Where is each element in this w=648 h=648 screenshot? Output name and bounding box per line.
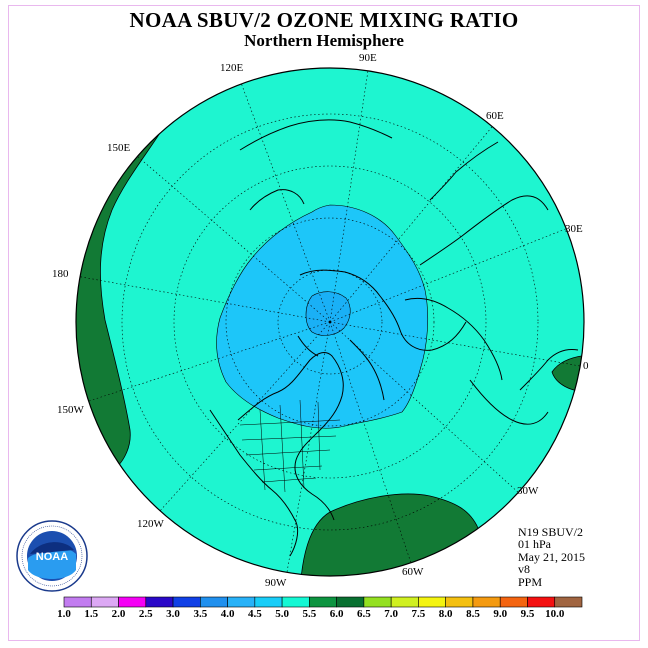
- us-state-lines: [239, 399, 341, 493]
- colorbar-label: 7.5: [411, 608, 426, 620]
- info-date: May 21, 2015: [518, 549, 585, 564]
- lon-label-90e: 90E: [359, 52, 377, 64]
- colorbar-label: 4.5: [247, 608, 262, 620]
- coastlines: [209, 119, 579, 557]
- lon-label-30e: 30E: [565, 223, 583, 235]
- lon-label-180: 180: [52, 268, 69, 280]
- info-block: N19 SBUV/2 01 hPa May 21, 2015 v8 PPM: [518, 526, 585, 588]
- lon-label-90w: 90W: [265, 577, 287, 589]
- colorbar-label: 2.5: [138, 608, 153, 620]
- lon-label-120w: 120W: [137, 518, 164, 530]
- colorbar-label: 9.5: [520, 608, 535, 620]
- colorbar-label: 8.0: [438, 608, 453, 620]
- map-boundary: [75, 67, 585, 577]
- lon-label-150w: 150W: [57, 404, 84, 416]
- noaa-logo-text: NOAA: [36, 551, 68, 563]
- lon-label-30w: 30W: [517, 485, 539, 497]
- lon-label-60e: 60E: [486, 110, 504, 122]
- figure-frame: [8, 5, 640, 641]
- field-3-5-to-4-0: [305, 291, 351, 336]
- info-level: 01 hPa: [518, 537, 551, 552]
- colorbar-label: 5.5: [302, 608, 317, 620]
- info-instrument: N19 SBUV/2: [518, 525, 584, 539]
- colorbar-label: 9.0: [493, 608, 508, 620]
- colorbar-label: 6.5: [357, 608, 371, 620]
- colorbar-label: 7.0: [384, 608, 399, 620]
- lon-label-60w: 60W: [402, 566, 424, 578]
- info-units: PPM: [518, 574, 543, 589]
- map-subtitle: Northern Hemisphere: [244, 31, 404, 50]
- lon-label-120e: 120E: [220, 62, 244, 74]
- colorbar-label: 3.0: [166, 608, 180, 620]
- colorbar-label: 10.0: [545, 608, 565, 620]
- lon-label-0: 0: [583, 360, 589, 372]
- noaa-logo: NOAA: [16, 520, 88, 592]
- colorbar-label: 1.0: [57, 608, 71, 620]
- map-title: NOAA SBUV/2 OZONE MIXING RATIO: [129, 8, 519, 32]
- colorbar-label: 2.0: [111, 608, 126, 620]
- colorbar-label: 5.0: [275, 608, 289, 620]
- lon-label-150e: 150E: [107, 142, 131, 154]
- colorbar-label: 3.5: [193, 608, 208, 620]
- colorbar-label: 1.5: [84, 608, 99, 620]
- graticule: [76, 68, 581, 576]
- info-version: v8: [518, 562, 530, 577]
- colorbar-label: 6.0: [329, 608, 344, 620]
- colorbar-label: 4.0: [220, 608, 235, 620]
- colorbar-label: 8.5: [466, 608, 480, 620]
